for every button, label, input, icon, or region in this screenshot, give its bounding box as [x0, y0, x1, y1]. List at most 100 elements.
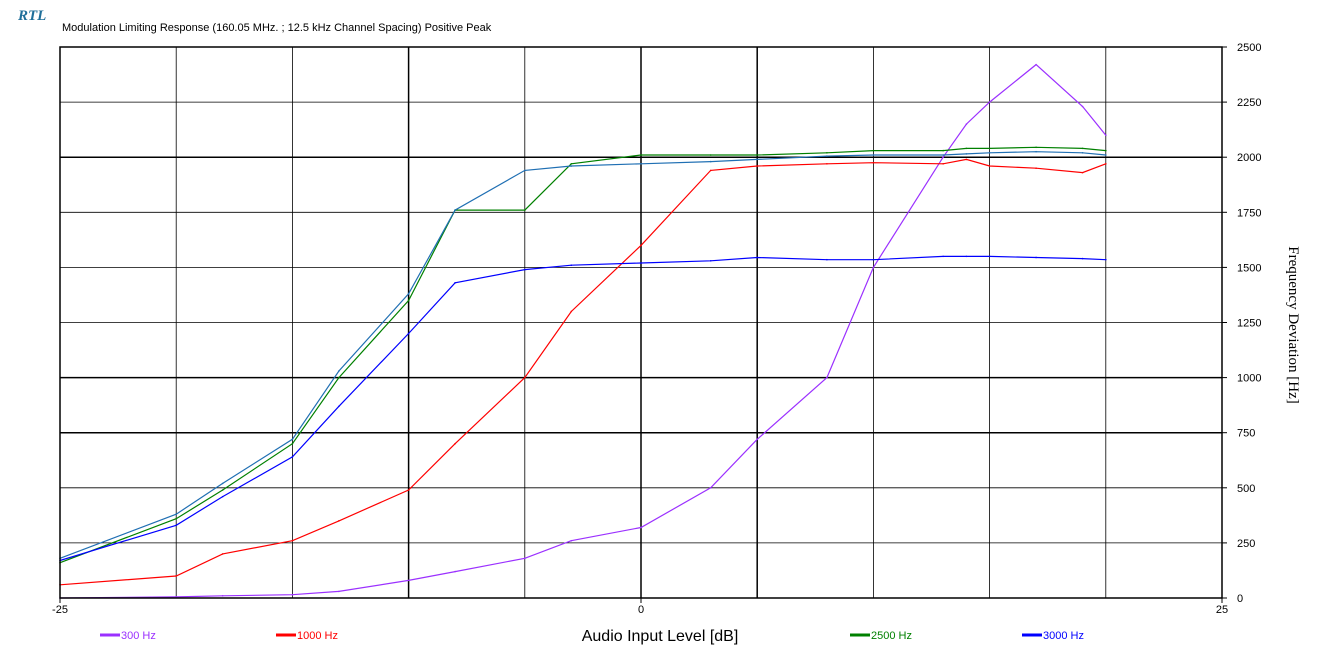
data-point — [570, 539, 573, 542]
data-point — [640, 526, 642, 529]
legend-label: 2500 Hz — [871, 630, 912, 642]
data-point — [1105, 163, 1107, 165]
x-tick-label: 0 — [638, 604, 644, 616]
legend-label: 300 Hz — [121, 630, 156, 642]
data-point — [942, 163, 944, 165]
y-tick-label: 1000 — [1237, 373, 1261, 385]
data-point — [291, 456, 294, 458]
data-point — [1105, 154, 1107, 156]
data-point — [988, 101, 991, 103]
y-tick-label: 1250 — [1237, 318, 1261, 330]
data-point — [175, 513, 177, 516]
data-point — [942, 149, 944, 152]
data-point — [988, 165, 991, 167]
data-point — [221, 553, 224, 555]
data-point — [524, 376, 526, 379]
data-point — [756, 256, 758, 259]
data-point — [756, 438, 758, 441]
data-point — [570, 264, 573, 266]
data-point — [965, 255, 968, 258]
data-point — [221, 482, 224, 485]
data-point — [1035, 256, 1037, 259]
data-point — [640, 262, 642, 264]
data-point — [570, 165, 573, 167]
data-point — [1081, 151, 1084, 154]
series-line-3000-hz — [59, 255, 1106, 562]
data-point — [175, 575, 177, 577]
data-point — [407, 332, 410, 335]
data-point — [756, 154, 758, 156]
series-layer — [59, 63, 1107, 599]
data-point — [524, 209, 526, 211]
series-line-300-hz — [59, 63, 1107, 599]
data-point — [1035, 167, 1037, 170]
x-axis-ticks: -25 0 25 — [52, 598, 1228, 616]
data-point — [338, 376, 340, 379]
data-point — [570, 163, 573, 165]
data-point — [872, 266, 875, 269]
data-point — [640, 154, 642, 156]
data-point — [407, 293, 410, 295]
data-point — [454, 209, 456, 211]
data-point — [709, 259, 712, 262]
y-tick-label: 2250 — [1237, 97, 1261, 109]
data-point — [1035, 150, 1037, 153]
data-point — [1081, 171, 1084, 174]
data-point — [570, 310, 573, 313]
y-tick-label: 1750 — [1237, 207, 1261, 219]
data-point — [291, 539, 294, 542]
y-tick-label: 500 — [1237, 483, 1255, 495]
data-point — [407, 579, 410, 582]
legend: 300 Hz 1000 Hz 2500 Hz 3000 Hz — [100, 630, 1084, 642]
y-tick-label: 2500 — [1237, 42, 1261, 54]
data-point — [756, 165, 758, 167]
data-point — [221, 495, 224, 498]
data-point — [338, 590, 340, 593]
data-point — [826, 163, 828, 165]
data-point — [1081, 105, 1084, 108]
data-point — [965, 153, 968, 155]
y-axis-title: Frequency Deviation [Hz] — [1285, 246, 1301, 403]
data-point — [1035, 146, 1037, 149]
data-point — [291, 438, 294, 441]
data-point — [988, 255, 991, 258]
x-axis-title: Audio Input Level [dB] — [582, 628, 739, 645]
legend-label: 3000 Hz — [1043, 630, 1084, 642]
data-point — [524, 268, 526, 271]
y-axis-ticks: 0 250 500 750 1000 1250 1500 1750 2000 2250 2500 — [1222, 42, 1261, 605]
data-point — [965, 123, 968, 125]
data-point — [872, 258, 875, 261]
data-point — [709, 487, 712, 489]
data-point — [1105, 134, 1107, 136]
data-point — [407, 489, 410, 491]
data-point — [826, 155, 828, 157]
data-point — [1035, 63, 1037, 66]
data-point — [872, 154, 875, 156]
y-tick-label: 750 — [1237, 428, 1255, 440]
data-point — [338, 520, 340, 522]
data-point — [524, 557, 526, 560]
plot-grid — [60, 47, 1222, 598]
data-point — [454, 442, 456, 445]
y-tick-label: 2000 — [1237, 152, 1261, 164]
data-point — [756, 158, 758, 161]
data-point — [291, 442, 294, 445]
y-tick-label: 1500 — [1237, 262, 1261, 274]
data-point — [826, 258, 828, 261]
data-point — [221, 489, 224, 491]
rtl-logo: RTL — [17, 8, 46, 24]
y-tick-label: 250 — [1237, 538, 1255, 550]
series-line-1000-hz — [59, 158, 1107, 586]
data-point — [709, 154, 712, 156]
data-point — [965, 158, 968, 161]
legend-label: 1000 Hz — [297, 630, 338, 642]
data-point — [454, 282, 456, 284]
chart-title: Modulation Limiting Response (160.05 MHz… — [62, 22, 492, 34]
data-point — [221, 594, 224, 597]
series-line-2500-hz — [59, 146, 1106, 564]
data-point — [826, 376, 828, 379]
data-point — [942, 154, 944, 156]
y-tick-label: 0 — [1237, 593, 1243, 605]
data-point — [175, 517, 177, 520]
